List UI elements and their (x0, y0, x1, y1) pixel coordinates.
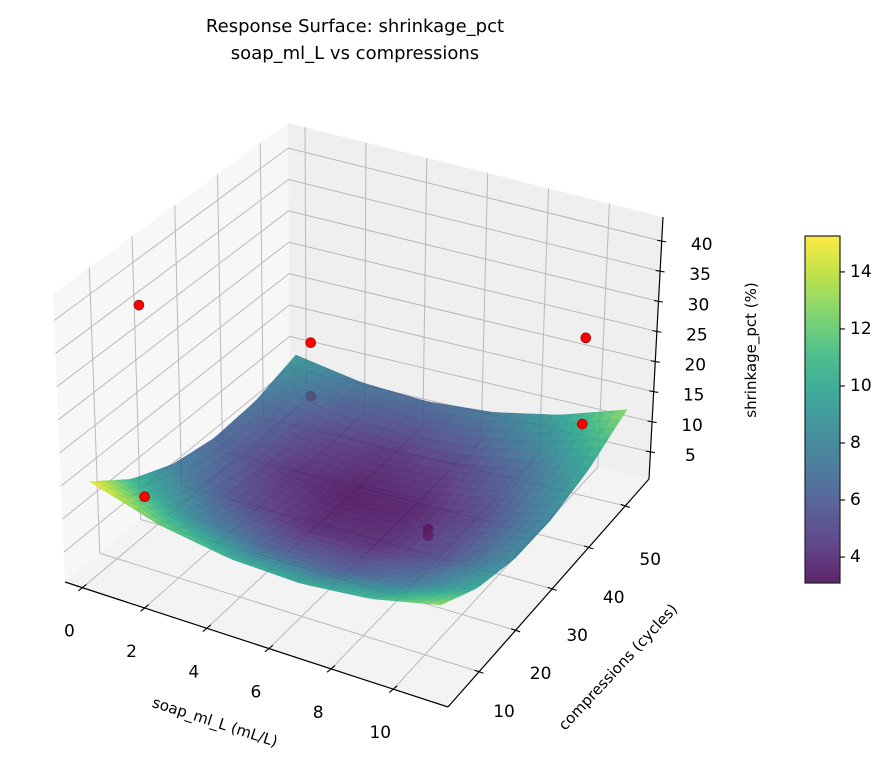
colorbar-tick-label: 6 (850, 490, 861, 510)
gridline-z (288, 273, 656, 363)
y-tick (474, 669, 484, 674)
colorbar-frame (804, 235, 841, 584)
gridline-z (56, 210, 289, 388)
gridline-z (57, 241, 290, 421)
gridline-z (288, 147, 662, 242)
chart-title-line-2: soap_ml_L vs compressions (231, 43, 479, 64)
x-tick-label: 10 (369, 723, 391, 743)
left-pane (53, 123, 290, 582)
x-tick (78, 583, 87, 592)
x-axis-line (64, 581, 449, 708)
x-tick-label: 0 (64, 622, 75, 642)
x-tick-label: 8 (313, 703, 324, 723)
z-tick-label: 25 (686, 325, 708, 345)
x-tick-label: 2 (126, 642, 137, 662)
z-tick (655, 269, 665, 273)
response-surface (88, 354, 628, 606)
data-point (133, 299, 145, 311)
tick-labels: 0 2 4 6 8 10 10 20 30 40 50 5 10 15 20 25 30 35 40 (64, 235, 713, 743)
x-tick (388, 685, 398, 693)
z-tick (649, 390, 659, 394)
gridline-y (217, 174, 223, 452)
z-tick (650, 360, 660, 363)
gridline-z (55, 179, 289, 354)
gridline-z (53, 147, 289, 321)
z-tick (652, 330, 662, 333)
z-tick-label: 35 (689, 265, 711, 285)
points-front (133, 299, 592, 503)
z-tick (645, 450, 656, 454)
y-axis-label: compressions (cycles) (555, 600, 681, 734)
gridline-y (99, 552, 480, 673)
gridline-y (174, 205, 183, 486)
y-tick (584, 545, 594, 550)
gridline-y (259, 143, 264, 418)
z-tick-label: 40 (691, 235, 713, 255)
data-point (305, 337, 317, 349)
surface-facet (429, 601, 448, 606)
gridline-y (131, 236, 142, 520)
z-axis-label: shrinkage_pct (%) (742, 282, 761, 417)
y-tick (510, 628, 521, 633)
y-tick-label: 50 (639, 550, 661, 570)
gridline-y (88, 267, 101, 554)
y-tick (620, 503, 630, 508)
z-axis-line (648, 216, 664, 480)
z-tick-label: 15 (683, 386, 705, 406)
colorbar-tick-label: 10 (850, 376, 872, 396)
z-tick (657, 239, 667, 243)
data-point (576, 418, 588, 430)
y-tick-label: 30 (566, 626, 588, 646)
z-tick-label: 30 (688, 295, 710, 315)
gridline-z (63, 367, 291, 553)
gridline-x (480, 173, 489, 441)
gridline-z (59, 273, 290, 454)
y-tick-label: 10 (493, 702, 515, 722)
gridline-z (289, 335, 653, 423)
z-tick-label: 20 (684, 356, 706, 376)
z-tick-label: 5 (685, 446, 696, 466)
gridline-x (364, 142, 367, 414)
x-tick-label: 6 (251, 683, 262, 703)
gridline-x (392, 466, 599, 690)
y-axis-line (447, 478, 650, 708)
axis-lines (64, 216, 667, 708)
colorbar-tick-label: 14 (850, 262, 872, 282)
x-tick (140, 604, 149, 612)
x-tick-label: 4 (188, 662, 199, 682)
chart-title-line-1: Response Surface: shrinkage_pct (206, 16, 504, 37)
gridline-x (538, 188, 550, 454)
y-tick-label: 40 (603, 588, 625, 608)
z-tick (653, 299, 664, 303)
x-tick (326, 665, 336, 673)
gridline-z (288, 210, 659, 302)
gridline-z (289, 304, 654, 393)
data-point (580, 332, 592, 344)
colorbar-tick-label: 8 (850, 433, 861, 453)
gridline-x (422, 157, 428, 427)
gridline-z (288, 241, 658, 332)
data-point (139, 491, 150, 503)
gridline-z (288, 178, 661, 272)
y-tick-label: 20 (530, 664, 552, 684)
colorbar-gradient (805, 236, 840, 583)
z-tick-label: 10 (681, 416, 703, 436)
colorbar: 4 6 8 10 12 14 (804, 235, 872, 584)
colorbar-tick-label: 12 (850, 319, 872, 339)
z-tick (647, 420, 657, 424)
y-tick (547, 586, 557, 591)
gridline-x (304, 127, 307, 400)
gridline-z (60, 304, 290, 487)
colorbar-tick-label: 4 (850, 547, 861, 567)
x-tick (202, 624, 212, 632)
x-tick (264, 644, 274, 653)
